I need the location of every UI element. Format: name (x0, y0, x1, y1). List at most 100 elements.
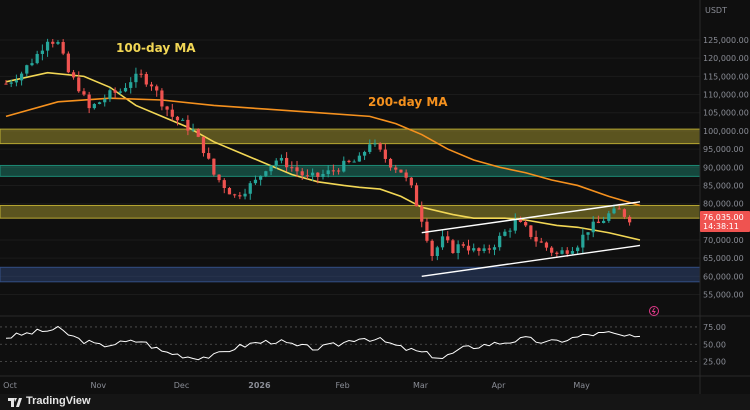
candle (492, 244, 497, 256)
candle (596, 215, 601, 224)
candle (373, 139, 377, 147)
price-tick-label: 70,000.00 (703, 236, 744, 245)
candle (316, 172, 320, 184)
currency-label: USDT (705, 6, 727, 15)
candle (253, 175, 258, 185)
candle (165, 105, 169, 117)
candle (404, 169, 408, 182)
candle (586, 232, 590, 241)
candle (570, 247, 575, 255)
candle (310, 168, 315, 181)
candle (51, 39, 55, 48)
candle (285, 152, 289, 172)
candle-countdown: 14:38:11 (703, 222, 739, 231)
candle (170, 103, 174, 121)
price-tick-label: 55,000.00 (703, 291, 744, 300)
candle (305, 169, 310, 180)
candle (388, 157, 393, 171)
date-tick-label: 2026 (248, 381, 271, 390)
candle (357, 152, 361, 162)
candle (466, 239, 471, 255)
candle (409, 177, 413, 188)
lightning-icon[interactable] (649, 306, 659, 316)
candle (217, 174, 221, 183)
chart-canvas[interactable]: 75.00 50.00 25.00 USDT 125,000.00 120,000.0… (0, 0, 750, 394)
candle (97, 101, 102, 105)
price-tick-label: 105,000.00 (703, 109, 749, 118)
candle (118, 88, 122, 95)
candle (550, 246, 554, 257)
candle (602, 216, 606, 224)
candle (56, 40, 60, 45)
price-tick-label: 80,000.00 (703, 200, 744, 209)
zone-resistance-1 (0, 164, 701, 177)
candle (103, 94, 107, 107)
rsi-tick-label: 25.00 (703, 358, 726, 367)
candle (212, 158, 216, 177)
candle (482, 244, 486, 254)
candle (300, 168, 304, 180)
candle (186, 115, 190, 136)
price-tick-label: 100,000.00 (703, 127, 749, 136)
candle (290, 161, 294, 172)
candle (368, 139, 372, 154)
candle (155, 84, 159, 97)
price-tick-label: 120,000.00 (703, 54, 749, 63)
candle (399, 169, 403, 173)
candle (336, 168, 341, 175)
candle (591, 216, 595, 238)
candle (352, 159, 356, 163)
candle (160, 88, 164, 111)
candle (425, 218, 429, 243)
channel-lower-line[interactable] (421, 244, 641, 278)
date-tick-label: Feb (336, 381, 350, 390)
candle (326, 165, 330, 178)
grid-lines (0, 39, 700, 296)
candle (627, 215, 632, 226)
candle (472, 243, 476, 253)
candle (196, 128, 200, 138)
candle (87, 91, 91, 114)
candle (274, 158, 278, 170)
candle (207, 147, 211, 160)
price-tick-label: 115,000.00 (703, 72, 749, 81)
tradingview-icon (8, 398, 22, 407)
footer-bar: TradingView (0, 394, 750, 410)
candle (581, 228, 585, 254)
date-tick-label: Oct (3, 381, 17, 390)
candle (560, 247, 564, 255)
price-tick-label: 85,000.00 (703, 181, 744, 190)
candle (108, 88, 112, 102)
last-price-value: 76,035.00 (703, 213, 744, 222)
rsi-tick-label: 75.00 (703, 323, 726, 332)
candle (82, 88, 86, 97)
candle (222, 178, 226, 194)
candle (331, 164, 336, 176)
price-tick-label: 65,000.00 (703, 254, 744, 263)
candle (295, 160, 299, 178)
candle (534, 230, 538, 247)
candle (279, 154, 284, 164)
candle (456, 240, 460, 260)
candle (129, 77, 133, 94)
candle (61, 39, 65, 56)
candle (123, 83, 128, 93)
candle (440, 230, 445, 250)
candle (30, 58, 34, 67)
candle (420, 201, 424, 228)
candle (529, 225, 533, 240)
date-tick-label: Dec (174, 381, 189, 390)
zone-support-3 (0, 266, 701, 283)
candle (77, 71, 81, 93)
channel-upper-line[interactable] (421, 201, 641, 234)
candle (269, 165, 273, 176)
candle (451, 238, 455, 254)
candle (14, 74, 19, 87)
candle (4, 79, 8, 85)
axes: USDT 125,000.00 120,000.00 115,000.00 110,0… (0, 0, 750, 394)
candle (233, 193, 237, 198)
candles (4, 38, 632, 261)
date-tick-label: Mar (413, 381, 429, 390)
